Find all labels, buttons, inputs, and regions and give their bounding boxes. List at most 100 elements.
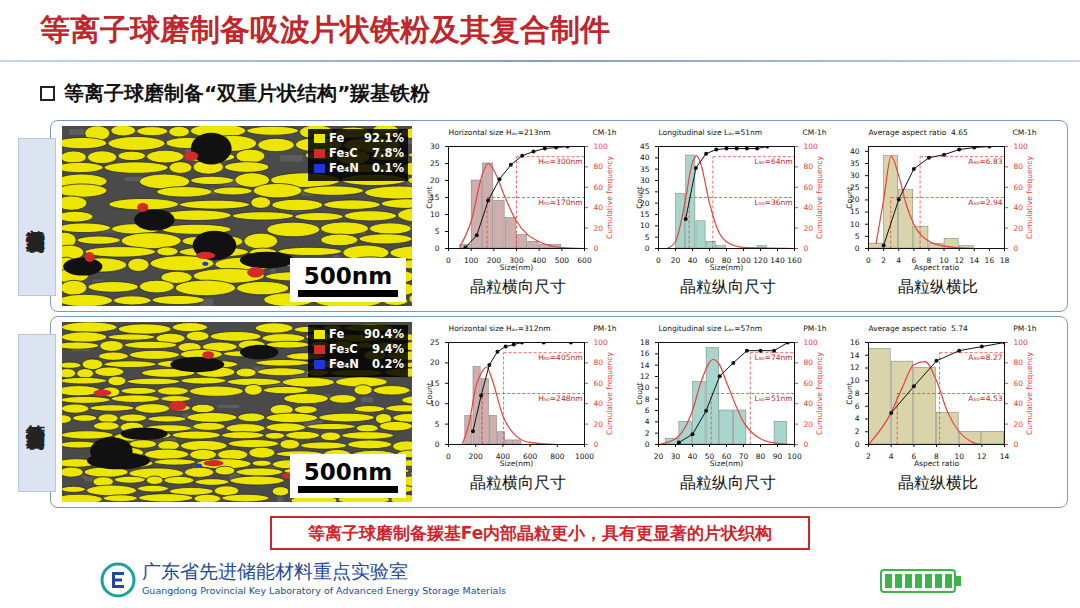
svg-text:60: 60 [594, 183, 604, 192]
svg-text:20: 20 [1014, 224, 1024, 233]
svg-text:30: 30 [850, 171, 860, 180]
svg-text:Count: Count [635, 382, 644, 404]
svg-text:20: 20 [430, 176, 440, 185]
svg-text:60: 60 [804, 379, 814, 388]
svg-text:0: 0 [645, 244, 650, 253]
svg-text:Longitudinal size Lₐᵥ=51nm: Longitudinal size Lₐᵥ=51nm [659, 128, 763, 137]
svg-text:H₉₀=405nm: H₉₀=405nm [538, 353, 582, 362]
svg-text:CM-1h: CM-1h [1013, 128, 1037, 137]
svg-text:100: 100 [594, 142, 609, 151]
svg-text:18: 18 [640, 338, 650, 347]
svg-text:100: 100 [804, 142, 819, 151]
svg-text:14: 14 [970, 256, 980, 265]
svg-text:5: 5 [435, 227, 440, 236]
svg-text:0: 0 [804, 440, 809, 449]
svg-text:CM-1h: CM-1h [593, 128, 617, 137]
svg-text:Size(nm): Size(nm) [500, 263, 533, 272]
svg-text:Fe₄N: Fe₄N [329, 357, 359, 371]
svg-text:120: 120 [753, 256, 768, 265]
svg-text:100: 100 [804, 338, 819, 347]
svg-text:40: 40 [1014, 399, 1024, 408]
svg-text:Average aspect ratio 5.74: Average aspect ratio 5.74 [869, 324, 968, 333]
svg-text:30: 30 [430, 142, 440, 151]
svg-text:25: 25 [430, 338, 440, 347]
svg-text:A₅₀=2.94: A₅₀=2.94 [968, 198, 1002, 207]
svg-text:5: 5 [855, 232, 860, 241]
svg-text:6: 6 [855, 402, 860, 411]
svg-text:Count: Count [845, 186, 854, 208]
svg-text:A₉₀=8.27: A₉₀=8.27 [968, 353, 1002, 362]
svg-text:Cumulative frequency: Cumulative frequency [605, 156, 614, 239]
svg-text:Horizontal size Hₐᵥ=312nm: Horizontal size Hₐᵥ=312nm [449, 324, 551, 333]
svg-text:0: 0 [594, 244, 599, 253]
svg-text:4: 4 [855, 414, 860, 423]
svg-text:80: 80 [594, 358, 604, 367]
svg-text:30: 30 [640, 176, 650, 185]
svg-text:60: 60 [1014, 379, 1024, 388]
svg-text:10: 10 [850, 220, 860, 229]
svg-text:500: 500 [555, 256, 570, 265]
svg-text:92.1%: 92.1% [364, 131, 404, 145]
svg-text:Count: Count [845, 382, 854, 404]
svg-text:160: 160 [787, 256, 802, 265]
svg-text:90: 90 [773, 452, 783, 461]
svg-text:40: 40 [594, 399, 604, 408]
svg-text:L₅₀=51nm: L₅₀=51nm [754, 394, 792, 403]
svg-text:H₉₀=300nm: H₉₀=300nm [538, 157, 582, 166]
svg-text:H₅₀=170nm: H₅₀=170nm [538, 198, 582, 207]
svg-text:L₅₀=36nm: L₅₀=36nm [754, 198, 792, 207]
svg-text:14: 14 [850, 351, 860, 360]
svg-text:500nm: 500nm [304, 459, 392, 485]
svg-text:90.4%: 90.4% [364, 327, 404, 341]
svg-text:Count: Count [425, 382, 434, 404]
svg-text:100: 100 [1014, 338, 1029, 347]
svg-text:35: 35 [850, 159, 860, 168]
svg-text:4: 4 [889, 452, 894, 461]
svg-text:0: 0 [645, 440, 650, 449]
svg-text:0: 0 [446, 256, 451, 265]
svg-text:12: 12 [850, 363, 860, 372]
svg-text:Cumulative frequency: Cumulative frequency [605, 352, 614, 435]
svg-text:80: 80 [594, 162, 604, 171]
svg-text:PM-1h: PM-1h [803, 324, 826, 333]
svg-text:60: 60 [1014, 183, 1024, 192]
svg-text:L₉₀=64nm: L₉₀=64nm [754, 157, 792, 166]
svg-text:A₉₀=6.83: A₉₀=6.83 [968, 157, 1002, 166]
svg-text:15: 15 [640, 210, 650, 219]
svg-text:40: 40 [688, 452, 698, 461]
svg-text:80: 80 [804, 162, 814, 171]
svg-text:80: 80 [804, 358, 814, 367]
svg-text:Cumulative frequency: Cumulative frequency [815, 352, 824, 435]
svg-text:PM-1h: PM-1h [1013, 324, 1036, 333]
svg-text:20: 20 [430, 358, 440, 367]
svg-text:4: 4 [896, 256, 901, 265]
svg-text:0: 0 [656, 256, 661, 265]
svg-text:A₅₀=4.53: A₅₀=4.53 [968, 394, 1002, 403]
svg-text:Cumulative frequency: Cumulative frequency [815, 156, 824, 239]
svg-text:0.2%: 0.2% [372, 357, 404, 371]
svg-text:20: 20 [671, 256, 681, 265]
svg-text:0: 0 [435, 244, 440, 253]
svg-text:Fe: Fe [329, 327, 344, 341]
svg-text:60: 60 [594, 379, 604, 388]
svg-text:7.8%: 7.8% [372, 146, 404, 160]
svg-text:0: 0 [855, 440, 860, 449]
svg-text:9.4%: 9.4% [372, 342, 404, 356]
svg-text:2: 2 [881, 256, 886, 265]
svg-text:100: 100 [787, 452, 802, 461]
svg-text:H₅₀=248nm: H₅₀=248nm [538, 394, 582, 403]
svg-text:500nm: 500nm [304, 263, 392, 289]
svg-text:80: 80 [1014, 162, 1024, 171]
svg-text:14: 14 [1000, 452, 1010, 461]
svg-text:40: 40 [804, 203, 814, 212]
svg-text:80: 80 [1014, 358, 1024, 367]
svg-text:Aspect ratio: Aspect ratio [914, 263, 960, 272]
svg-text:0: 0 [804, 244, 809, 253]
svg-text:18: 18 [1000, 256, 1010, 265]
svg-text:40: 40 [804, 399, 814, 408]
svg-text:10: 10 [640, 221, 650, 230]
svg-text:0: 0 [1014, 244, 1019, 253]
svg-text:100: 100 [464, 256, 479, 265]
svg-text:12: 12 [977, 452, 987, 461]
svg-text:45: 45 [640, 142, 650, 151]
